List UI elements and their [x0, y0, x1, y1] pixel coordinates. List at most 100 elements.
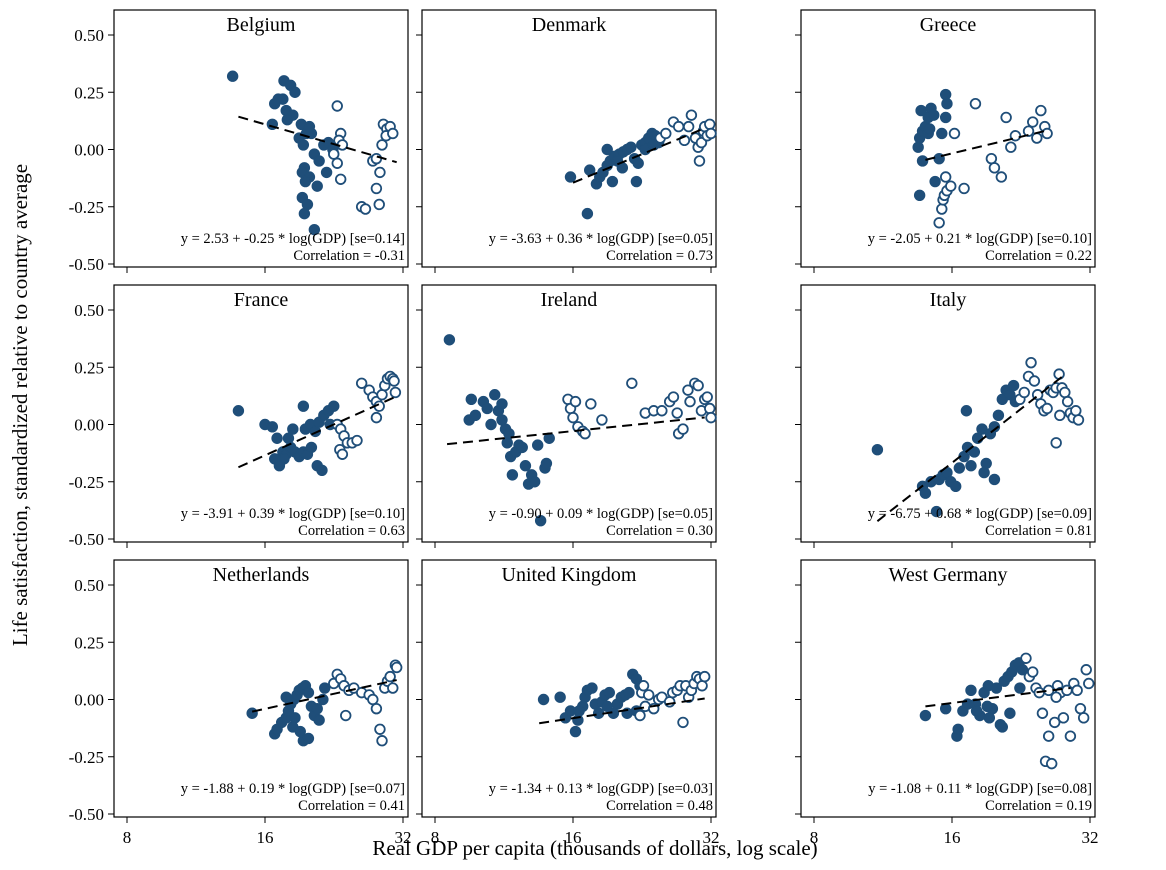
data-point-hollow	[1064, 730, 1077, 742]
data-point-hollow	[328, 148, 340, 160]
data-point-filled	[913, 189, 926, 202]
x-tick-label: 32	[395, 828, 412, 847]
x-tick-label: 16	[565, 828, 582, 847]
data-point-hollow	[1074, 702, 1087, 715]
y-tick-label: 0.25	[74, 358, 104, 377]
y-tick-label: -0.50	[69, 530, 104, 549]
data-point-hollow	[672, 120, 685, 133]
data-point-filled	[302, 686, 315, 699]
data-point-hollow	[677, 716, 689, 729]
data-point-filled	[319, 682, 331, 694]
data-point-hollow	[933, 217, 945, 229]
data-point-filled	[269, 98, 281, 110]
y-tick-label: 0.50	[74, 576, 104, 595]
data-point-hollow	[1027, 666, 1039, 678]
regression-equation: y = -6.75 + 0.68 * log(GDP) [se=0.09]	[868, 506, 1092, 522]
data-point-hollow	[1041, 127, 1053, 140]
data-point-filled	[992, 409, 1005, 422]
data-point-hollow	[684, 395, 696, 408]
data-point-hollow	[388, 375, 400, 387]
data-point-hollow	[948, 127, 961, 140]
data-point-filled	[496, 398, 508, 410]
data-point-filled	[916, 155, 929, 167]
data-point-filled	[266, 421, 279, 433]
data-point-hollow	[1070, 405, 1082, 417]
data-point-hollow	[1054, 409, 1066, 422]
panel-denmark: Denmark y = -3.63 + 0.36 * log(GDP) [se=0…	[416, 9, 717, 273]
fit-line	[539, 697, 705, 725]
data-point-hollow	[376, 139, 388, 151]
correlation-label: Correlation = 0.73	[606, 248, 713, 264]
fit-line	[446, 416, 705, 446]
data-point-filled	[630, 175, 643, 188]
panels-layer: 0.50 0.25 0.00 -0.25 -0.50 Belgium y = 2.53 + …	[69, 9, 1099, 847]
data-point-hollow	[569, 395, 582, 408]
data-point-hollow	[704, 402, 716, 415]
data-point-hollow	[985, 152, 998, 165]
fit-line	[572, 127, 706, 184]
data-point-filled	[534, 514, 547, 527]
data-point-filled	[519, 460, 532, 472]
data-point-filled	[1014, 682, 1026, 694]
data-point-filled	[328, 400, 340, 412]
panel-netherlands: 0.50 0.25 0.00 -0.25 -0.50 8 16 32 Netherlands y …	[69, 559, 412, 847]
regression-equation: y = 2.53 + -0.25 * log(GDP) [se=0.14]	[181, 231, 405, 247]
regression-equation: y = -1.08 + 0.11 * log(GDP) [se=0.08]	[868, 781, 1092, 797]
data-point-filled	[606, 175, 619, 188]
data-point-hollow	[1020, 652, 1032, 664]
y-tick-label: 0.50	[74, 26, 104, 45]
data-point-filled	[581, 207, 594, 220]
data-point-hollow	[969, 97, 982, 110]
regression-equation: y = -2.05 + 0.21 * log(GDP) [se=0.10]	[868, 231, 1092, 247]
data-point-hollow	[1046, 757, 1058, 770]
data-point-filled	[531, 439, 544, 451]
correlation-label: Correlation = 0.19	[985, 798, 1092, 814]
data-point-hollow	[1059, 386, 1071, 399]
data-point-hollow	[958, 182, 970, 195]
data-point-filled	[303, 120, 316, 133]
data-point-filled	[953, 462, 966, 474]
data-point-filled	[320, 166, 333, 179]
data-point-filled	[297, 139, 310, 151]
panel-frame	[800, 9, 1096, 268]
data-point-filled	[481, 402, 493, 415]
data-point-filled	[983, 712, 996, 724]
x-tick-label: 32	[703, 828, 720, 847]
data-point-hollow	[705, 127, 717, 140]
data-point-filled	[569, 725, 582, 738]
y-axis-label: Life satisfaction, standardized relative…	[8, 164, 32, 646]
data-point-filled	[919, 487, 932, 499]
y-tick-label: 0.00	[74, 416, 104, 435]
data-point-hollow	[1050, 437, 1062, 449]
data-point-filled	[625, 141, 637, 153]
data-point-hollow	[1036, 707, 1049, 719]
x-tick-label: 16	[257, 828, 274, 847]
data-point-filled	[305, 441, 318, 454]
fit-line	[238, 115, 397, 164]
y-tick-label: 0.50	[74, 301, 104, 320]
data-point-filled	[313, 155, 325, 167]
fit-line	[238, 395, 398, 469]
data-point-hollow	[387, 127, 399, 140]
data-point-filled	[1004, 707, 1016, 719]
data-point-hollow	[340, 709, 352, 722]
y-tick-label: -0.50	[69, 805, 104, 824]
data-point-hollow	[585, 398, 597, 410]
data-point-filled	[601, 143, 613, 156]
data-point-filled	[965, 460, 977, 472]
y-tick-label: 0.00	[74, 141, 104, 160]
data-point-filled	[573, 705, 585, 717]
data-point-filled	[465, 393, 477, 406]
data-point-filled	[311, 180, 323, 192]
panel-title: Belgium	[227, 14, 296, 36]
data-point-hollow	[1048, 716, 1061, 729]
data-point-hollow	[1041, 402, 1053, 415]
data-point-hollow	[701, 391, 713, 403]
data-point-hollow	[390, 661, 403, 674]
data-point-filled	[316, 464, 328, 476]
data-point-filled	[489, 389, 501, 401]
data-point-hollow	[698, 670, 711, 683]
data-point-hollow	[1080, 664, 1092, 676]
panel-title: Italy	[930, 289, 967, 311]
data-point-filled	[988, 473, 1001, 486]
